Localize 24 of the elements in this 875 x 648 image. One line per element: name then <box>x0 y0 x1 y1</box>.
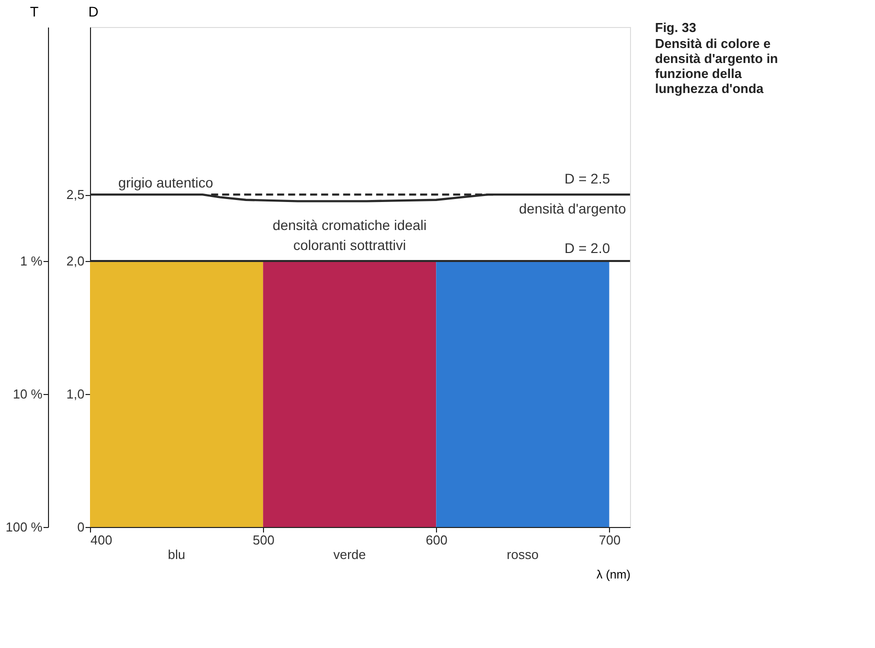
text: Fig. 33 <box>655 20 696 35</box>
y2-tick-label: 1 % <box>20 254 43 269</box>
annotation: densità cromatiche ideali coloranti sottrattivi <box>272 217 427 254</box>
y-tick-label: 1,0 <box>66 386 84 402</box>
text: rosso <box>506 547 539 562</box>
annotation: D = 2.5 <box>564 170 610 187</box>
text: Densità di colore e densità d'argento in funzione della lunghezza d'onda <box>655 36 778 96</box>
x-axis-title: λ (nm) <box>596 568 630 582</box>
y-axis-title: D <box>88 4 98 20</box>
text: blu <box>168 547 186 562</box>
ref-line-label: D = 2.0 <box>564 240 610 256</box>
y2-tick-label: 100 % <box>6 520 43 534</box>
text: verde <box>333 547 366 562</box>
x-tick-label: 400 <box>90 532 112 548</box>
y2-axis-title: T <box>30 4 39 20</box>
x-tick-label: 500 <box>252 532 274 548</box>
series-label: densità d'argento <box>519 200 626 217</box>
y-tick-label: 0 <box>77 520 84 534</box>
y2-tick-label: 10 % <box>12 386 43 402</box>
x-tick-label: 700 <box>598 532 621 548</box>
series-label: grigio autentico <box>118 174 214 191</box>
x-tick-label: 600 <box>426 532 448 548</box>
y-tick-label: 2,5 <box>66 187 84 202</box>
y-tick-label: 2,0 <box>66 254 84 269</box>
